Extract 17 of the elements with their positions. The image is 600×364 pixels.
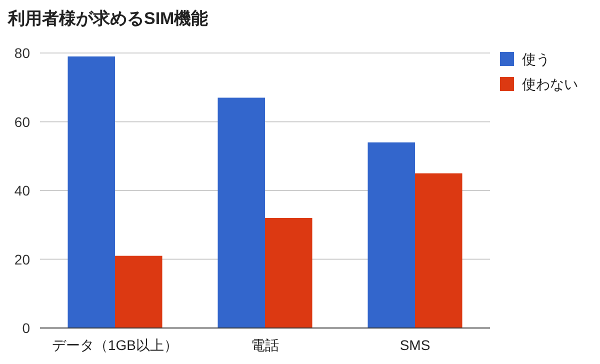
bar xyxy=(265,218,312,328)
bar xyxy=(218,98,265,328)
bar xyxy=(368,142,415,328)
bar xyxy=(68,56,115,328)
x-tick-label: 電話 xyxy=(251,337,279,353)
legend-label: 使う xyxy=(522,51,550,67)
x-tick-label: SMS xyxy=(400,337,430,353)
y-tick-label: 60 xyxy=(14,114,30,130)
y-tick-label: 40 xyxy=(14,182,30,198)
x-tick-label: データ（1GB以上） xyxy=(52,337,178,353)
bar xyxy=(115,256,162,328)
y-tick-label: 80 xyxy=(14,45,30,61)
y-tick-label: 20 xyxy=(14,251,30,268)
y-tick-label: 0 xyxy=(22,320,30,336)
legend-label: 使わない xyxy=(522,76,578,92)
bar xyxy=(415,173,462,328)
chart-title: 利用者様が求めるSIM機能 xyxy=(7,9,208,28)
